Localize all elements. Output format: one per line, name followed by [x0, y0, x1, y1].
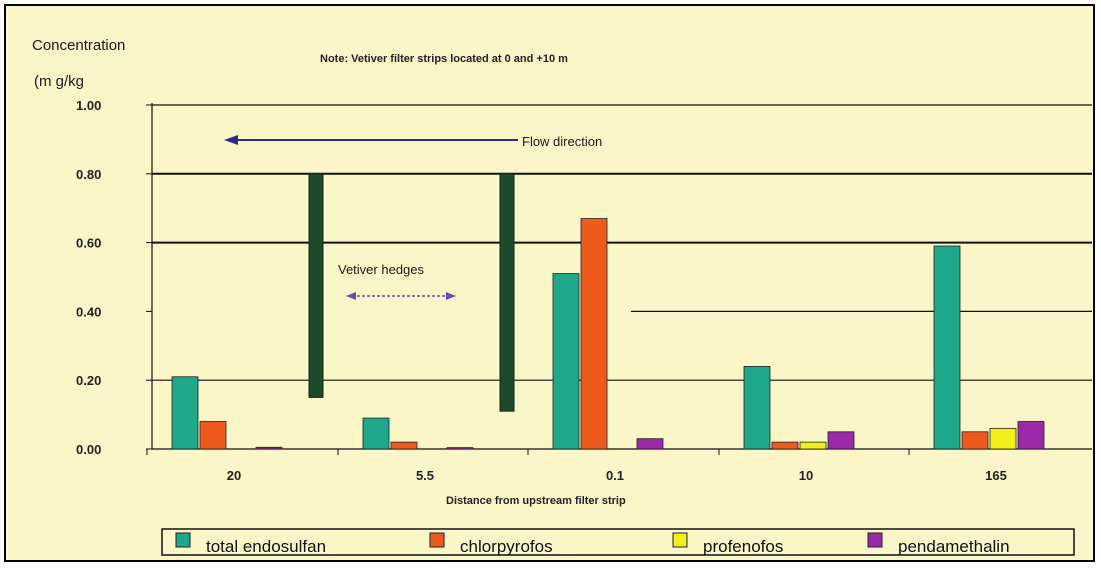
bar-chlorpyrofos — [961, 431, 989, 450]
legend-label: total endosulfan — [206, 537, 326, 556]
bar-pendamethalin — [636, 438, 664, 450]
flow-arrowhead — [224, 135, 238, 145]
hedge-span-arrowhead-left — [346, 292, 356, 300]
bar-chlorpyrofos — [390, 441, 418, 450]
legend-box — [161, 528, 1075, 556]
y-tick-label: 1.00 — [76, 98, 101, 113]
bar-pendamethalin — [1017, 421, 1045, 450]
x-tick-label: 10 — [799, 468, 813, 483]
bar-pendamethalin — [827, 431, 855, 450]
bar-chlorpyrofos — [771, 441, 799, 450]
y-tick-label: 0.00 — [76, 442, 101, 457]
bar-profenofos — [989, 427, 1017, 450]
y-axis-title-line2: (m g/kg — [34, 73, 84, 90]
chart-note: Note: Vetiver filter strips located at 0… — [320, 53, 568, 65]
bar-chlorpyrofos — [580, 218, 608, 450]
legend-swatch — [175, 532, 191, 548]
x-tick-label: 165 — [985, 468, 1007, 483]
bar-profenofos — [799, 441, 827, 450]
chart-frame: Concentration (m g/kg Note: Vetiver filt… — [4, 4, 1095, 562]
legend-label: chlorpyrofos — [460, 537, 553, 556]
x-tick-label: 0.1 — [606, 468, 624, 483]
y-axis-title-line1: Concentration — [32, 37, 125, 54]
x-tick-label: 5.5 — [416, 468, 434, 483]
bar-pendamethalin — [446, 447, 474, 450]
y-tick-label: 0.80 — [76, 167, 101, 182]
hedge-span-arrowhead-right — [446, 292, 456, 300]
bar-chlorpyrofos — [199, 421, 227, 450]
y-tick-label: 0.60 — [76, 236, 101, 251]
bar-total-endosulfan — [933, 245, 961, 450]
bar-total-endosulfan — [171, 376, 199, 450]
legend-label: pendamethalin — [898, 537, 1010, 556]
bar-total-endosulfan — [743, 366, 771, 450]
x-tick-label: 20 — [227, 468, 241, 483]
y-tick-labels: 0.00 0.20 0.40 0.60 0.80 1.00 — [76, 98, 152, 457]
legend-swatch — [429, 532, 445, 548]
legend-swatch — [867, 532, 883, 548]
legend-label: profenofos — [703, 537, 783, 556]
vetiver-hedge-left — [308, 173, 324, 398]
vetiver-hedge-right — [499, 173, 515, 412]
bar-total-endosulfan — [552, 273, 580, 450]
bar-pendamethalin — [255, 446, 283, 450]
vetiver-hedges — [308, 173, 515, 412]
x-tick-labels: 20 5.5 0.1 10 165 — [146, 449, 1007, 483]
bar-total-endosulfan — [362, 417, 390, 450]
legend: total endosulfan chlorpyrofos profenofos pe… — [175, 532, 1010, 556]
annotations: Flow direction Vetiver hedges — [224, 134, 602, 300]
bar-chart: Concentration (m g/kg Note: Vetiver filt… — [32, 37, 1092, 556]
vetiver-hedges-label: Vetiver hedges — [338, 262, 425, 277]
y-tick-label: 0.40 — [76, 304, 101, 319]
bars — [171, 218, 1045, 450]
x-axis-title: Distance from upstream filter strip — [446, 495, 626, 507]
legend-swatch — [672, 532, 688, 548]
y-tick-label: 0.20 — [76, 373, 101, 388]
flow-direction-label: Flow direction — [522, 134, 602, 149]
